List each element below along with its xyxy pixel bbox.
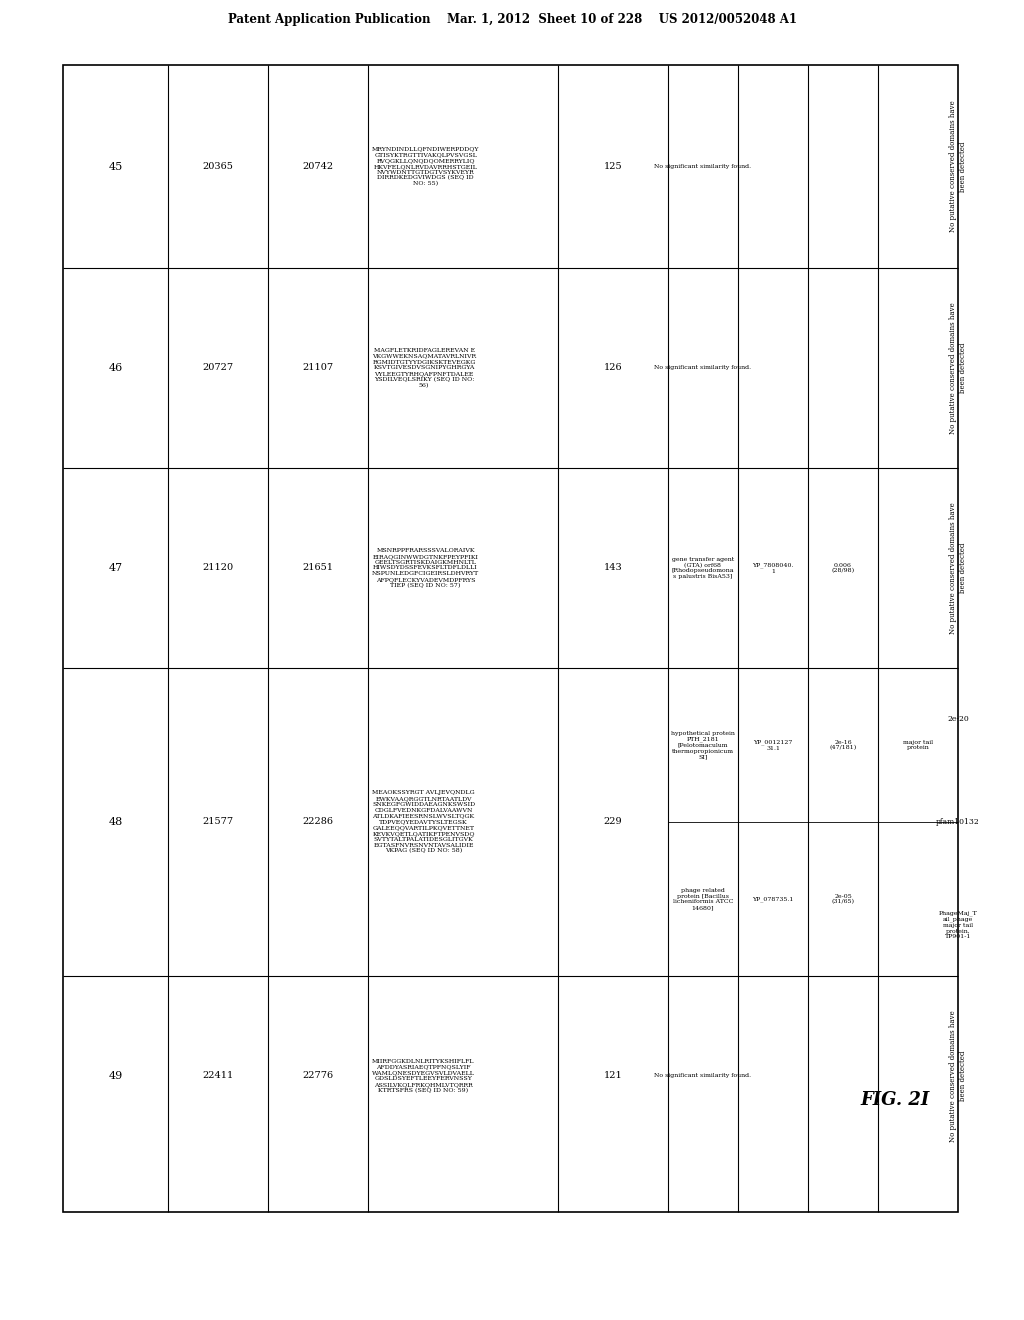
Text: No putative conserved domains have
been detected: No putative conserved domains have been …: [949, 1010, 967, 1142]
Text: YP_7808040.
1: YP_7808040. 1: [753, 562, 794, 574]
Text: MIIRFGGKDLNLRITYKSHIFLFL
AFDDYASRIAEQTPFNQSLYIF
WAMLQNESDYEGVSVLDVAELL
GDSLDSYEF: MIIRFGGKDLNLRITYKSHIFLFL AFDDYASRIAEQTPF…: [372, 1059, 475, 1093]
Text: 49: 49: [109, 1071, 123, 1081]
Text: 20365: 20365: [203, 162, 233, 172]
Text: 22286: 22286: [302, 817, 334, 826]
Text: 2e-20: 2e-20: [947, 715, 969, 723]
Text: pfam10132: pfam10132: [936, 818, 980, 826]
Text: MEAOKSSYRGT AVLJEVQNDLG
EWKVAAQRGGTLNRTAATLDV
SNKEGFGWIDDAEAGNKSWSID
CDGLFVEDNKG: MEAOKSSYRGT AVLJEVQNDLG EWKVAAQRGGTLNRTA…: [372, 791, 475, 854]
Text: 20727: 20727: [203, 363, 233, 372]
Text: 22776: 22776: [302, 1072, 334, 1081]
Text: MAGFLETKRIDFAGLEREVAN E
VKGWWEKNSAQMATAVRLNIVR
RGMIDTGTYYDGIKSKTEVEGKG
KSVTGIVES: MAGFLETKRIDFAGLEREVAN E VKGWWEKNSAQMATAV…: [372, 348, 476, 388]
Text: No significant similarity found.: No significant similarity found.: [654, 1073, 752, 1078]
Text: No significant similarity found.: No significant similarity found.: [654, 164, 752, 169]
Text: MRYNDINDLLQFNDIWERPDDQY
GTISYKTRGTTIVAKQLPVSVGSL
RVQGKLLQNQDQOMERRYLIQ
HKVFELQNL: MRYNDINDLLQFNDIWERPDDQY GTISYKTRGTTIVAKQ…: [372, 147, 479, 186]
Text: 45: 45: [109, 161, 123, 172]
Text: No putative conserved domains have
been detected: No putative conserved domains have been …: [949, 302, 967, 434]
Text: MSNRPPFRARSSSVALORAIVK
EIRAQGINWWDGTNKFPEYPFIKI
GEELTSGRTISKDAIGKMHNLTL
HIWSDYDS: MSNRPPFRARSSSVALORAIVK EIRAQGINWWDGTNKFP…: [372, 548, 479, 587]
Text: hypothetical protein
PTH_2181
[Pelotomaculum
thermopropionicum
SI]: hypothetical protein PTH_2181 [Pelotomac…: [671, 730, 735, 759]
Text: PhageMaj_T
ail_phage
major tail
protein,
TP901-1: PhageMaj_T ail_phage major tail protein,…: [939, 909, 977, 940]
Text: No significant similarity found.: No significant similarity found.: [654, 366, 752, 371]
Text: 121: 121: [603, 1072, 623, 1081]
Text: 48: 48: [109, 817, 123, 828]
Text: 125: 125: [604, 162, 623, 172]
Text: 0.006
(28/98): 0.006 (28/98): [831, 562, 855, 573]
Text: FIG. 2I: FIG. 2I: [860, 1092, 930, 1109]
Text: YP_0012127
31.1: YP_0012127 31.1: [754, 739, 793, 751]
Text: YP_078735.1: YP_078735.1: [753, 896, 794, 902]
Text: Patent Application Publication    Mar. 1, 2012  Sheet 10 of 228    US 2012/00520: Patent Application Publication Mar. 1, 2…: [227, 13, 797, 26]
Text: 47: 47: [109, 564, 123, 573]
Text: phage related
protein [Bacillus
licheniformis ATCC
14680]: phage related protein [Bacillus lichenif…: [673, 888, 733, 911]
Text: 22411: 22411: [203, 1072, 233, 1081]
Text: 21651: 21651: [302, 564, 334, 573]
Text: No putative conserved domains have
been detected: No putative conserved domains have been …: [949, 100, 967, 232]
Text: 126: 126: [604, 363, 623, 372]
Text: major tail
protein: major tail protein: [903, 739, 933, 750]
Text: 46: 46: [109, 363, 123, 374]
Text: 2e-05
(31/65): 2e-05 (31/65): [831, 894, 854, 904]
Text: 21120: 21120: [203, 564, 233, 573]
Text: No putative conserved domains have
been detected: No putative conserved domains have been …: [949, 502, 967, 634]
Text: 20742: 20742: [302, 162, 334, 172]
Text: 143: 143: [603, 564, 623, 573]
Text: 229: 229: [604, 817, 623, 826]
Bar: [63, 65, 958, 1212]
Text: 21107: 21107: [302, 363, 334, 372]
Text: gene transfer agent
(GTA) orf68
[Rhodopseudomona
s palustris BisA53]: gene transfer agent (GTA) orf68 [Rhodops…: [672, 557, 734, 579]
Text: 21577: 21577: [203, 817, 233, 826]
Text: 2e-16
(47/181): 2e-16 (47/181): [829, 739, 857, 751]
